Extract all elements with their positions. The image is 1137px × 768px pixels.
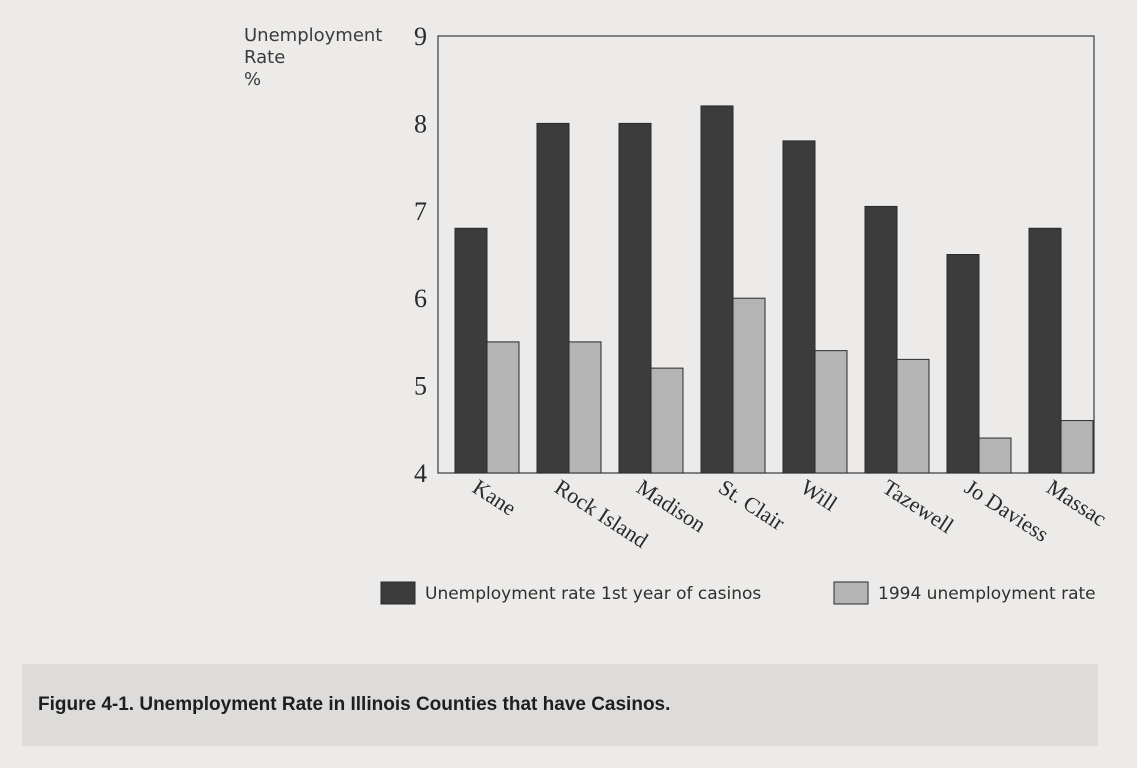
bar-1994-kane [486, 341, 520, 474]
x-tick-label-jo-daviess: Jo Daviess [960, 474, 1053, 547]
caption-band [22, 664, 1098, 746]
bar-first-year-kane [454, 227, 488, 474]
bar-first-year-madison [618, 122, 652, 474]
y-tick-label-9: 9 [414, 22, 427, 51]
y-axis-label-line-1: Unemployment [244, 25, 382, 46]
bar-first-year-will [782, 140, 816, 474]
y-tick-label-7: 7 [414, 197, 427, 226]
legend-label-1994: 1994 unemployment rate [878, 584, 1096, 604]
bar-1994-jo-daviess [978, 437, 1012, 474]
y-axis-label-line-2: Rate [244, 47, 285, 68]
bar-first-year-st-clair [700, 105, 734, 474]
x-tick-label-will: Will [796, 474, 842, 516]
bar-first-year-rock-island [536, 122, 570, 474]
x-tick-label-kane: Kane [468, 474, 521, 520]
bar-first-year-jo-daviess [946, 254, 980, 474]
figure-caption: Figure 4-1. Unemployment Rate in Illinoi… [38, 694, 671, 715]
y-tick-label-4: 4 [414, 459, 427, 488]
bar-1994-st-clair [732, 297, 766, 474]
y-axis-label-line-3: % [244, 69, 261, 90]
bar-1994-will [814, 350, 848, 474]
bar-first-year-tazewell [864, 205, 898, 474]
y-tick-label-5: 5 [414, 372, 427, 401]
legend-swatch-1994 [833, 581, 869, 605]
bar-1994-madison [650, 367, 684, 474]
x-tick-label-st-clair: St. Clair [714, 474, 790, 535]
bar-first-year-massac [1028, 227, 1062, 474]
legend-label-first-year: Unemployment rate 1st year of casinos [425, 584, 761, 604]
bar-1994-massac [1060, 420, 1094, 474]
bar-1994-rock-island [568, 341, 602, 474]
y-tick-label-6: 6 [414, 284, 427, 313]
legend-swatch-first-year [380, 581, 416, 605]
plot-frame [437, 35, 1095, 474]
y-tick-label-8: 8 [414, 109, 427, 138]
bar-1994-tazewell [896, 358, 930, 474]
x-tick-label-tazewell: Tazewell [878, 474, 958, 538]
x-tick-label-massac: Massac [1042, 474, 1111, 531]
